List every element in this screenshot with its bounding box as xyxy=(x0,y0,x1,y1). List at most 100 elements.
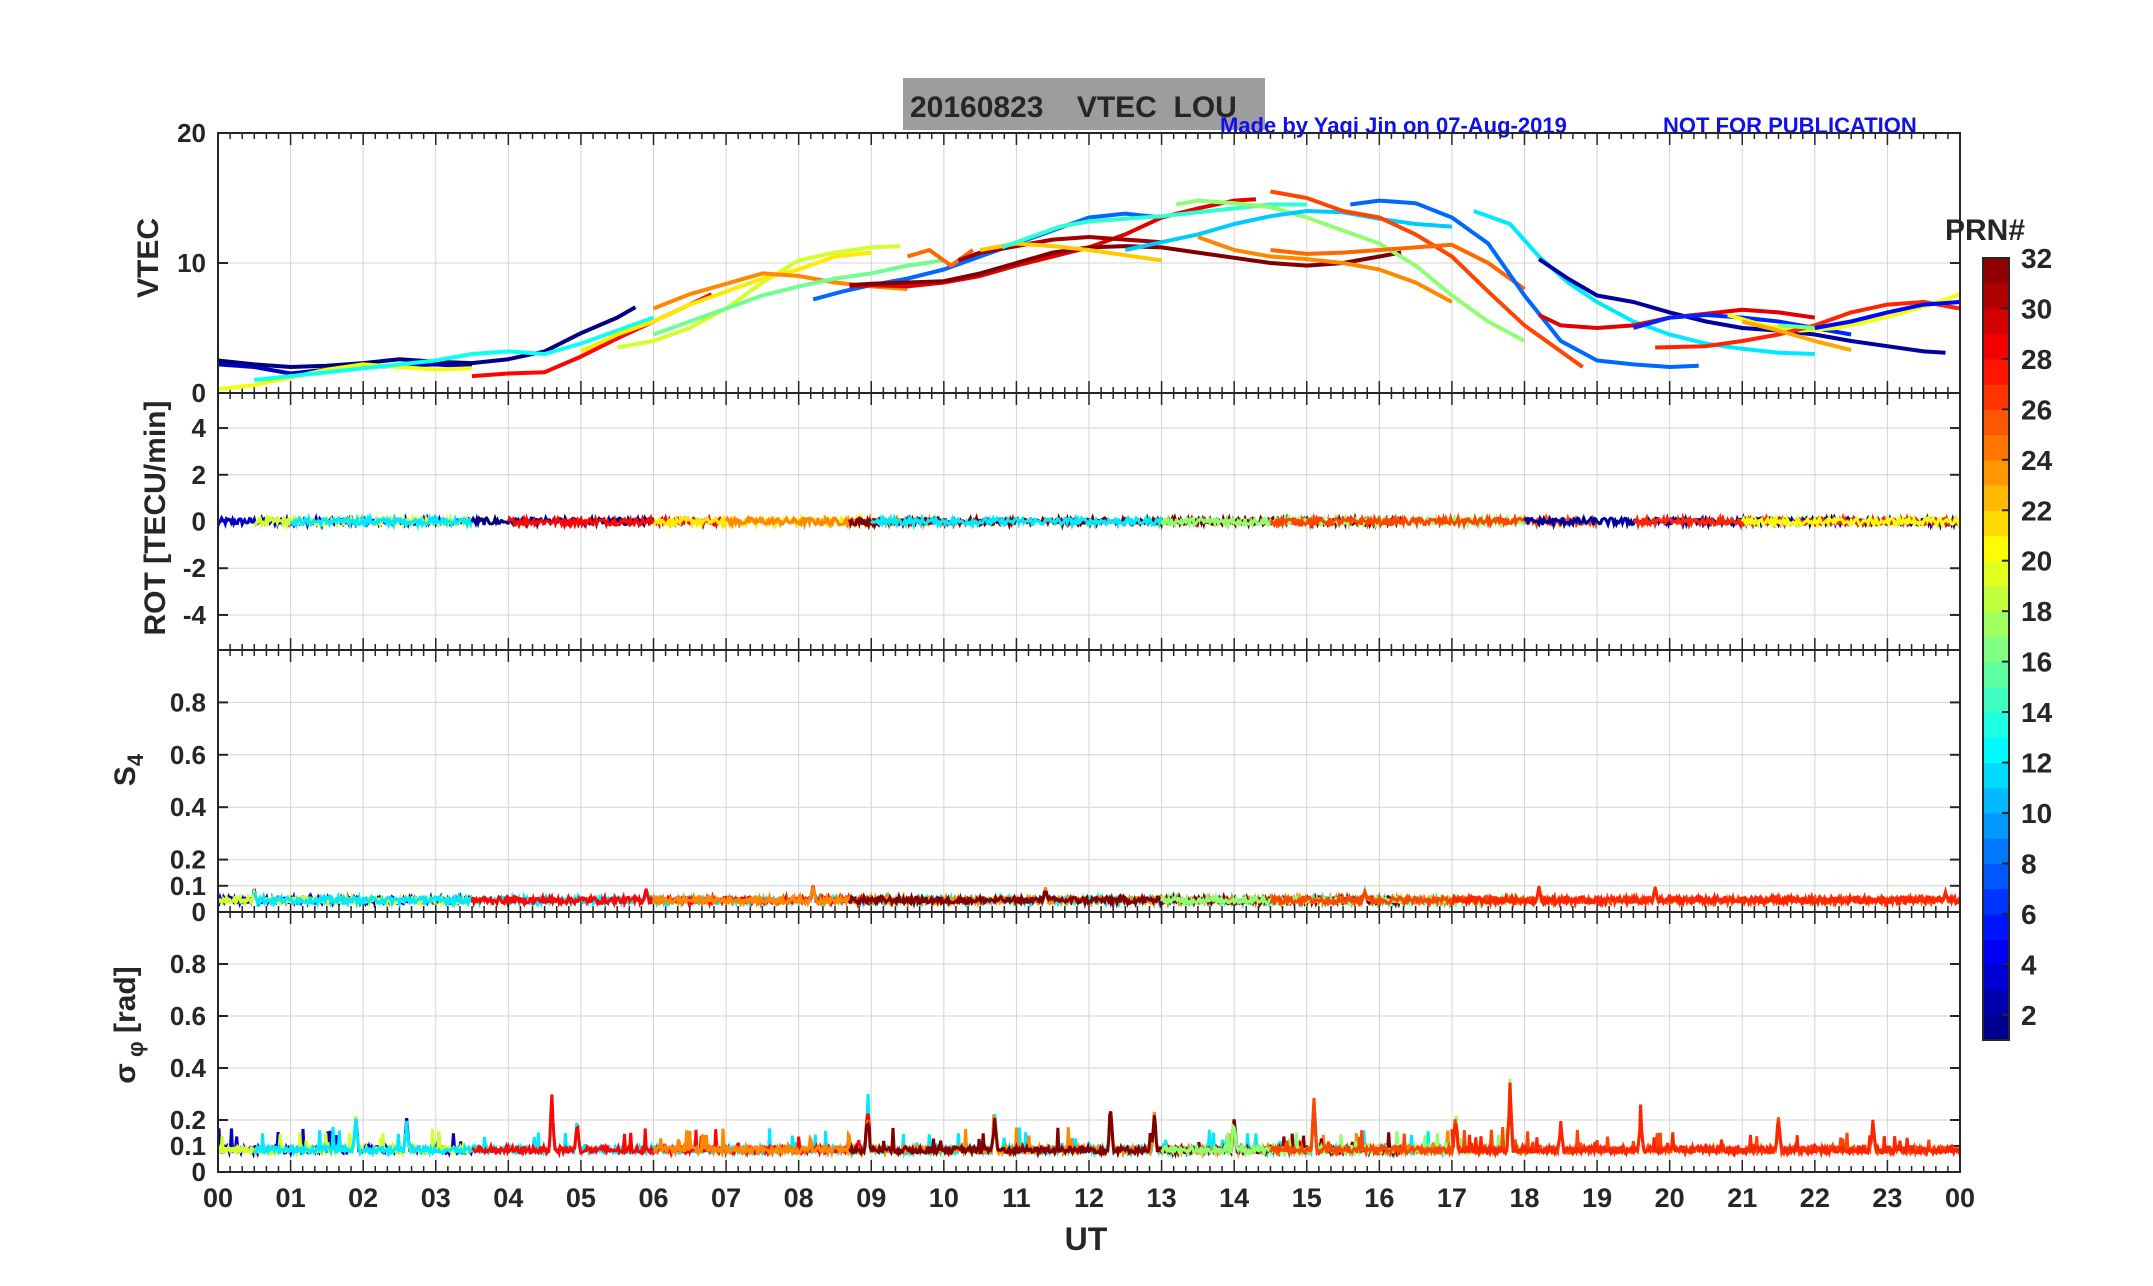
colorbar-frame xyxy=(1982,257,2010,1041)
x-tick-label: 06 xyxy=(638,1183,668,1213)
colorbar-swatch xyxy=(1983,913,2009,940)
colorbar-swatch xyxy=(1983,434,2009,461)
colorbar-swatch xyxy=(1983,762,2009,789)
vtec-series-prn-24 xyxy=(1197,235,1453,304)
y-tick-label: 0.2 xyxy=(170,1105,206,1135)
x-tick-label: 13 xyxy=(1147,1183,1177,1213)
x-tick-label: 11 xyxy=(1002,1183,1031,1213)
x-tick-label: 05 xyxy=(566,1183,596,1213)
colorbar-tick-label: 4 xyxy=(2021,949,2037,980)
colorbar-swatch xyxy=(1983,485,2009,511)
colorbar-swatch xyxy=(1983,787,2009,814)
vtec-series-prn-17 xyxy=(1175,198,1526,343)
x-tick-label: 07 xyxy=(711,1183,741,1213)
panel-frame xyxy=(217,911,1961,1173)
colorbar-swatch xyxy=(1983,812,2009,839)
rot-trace-prn-12 xyxy=(290,512,474,531)
rot-trace-prn-20 xyxy=(1740,512,1960,530)
colorbar-swatch xyxy=(1983,964,2009,991)
x-tick-label: 23 xyxy=(1872,1183,1902,1213)
colorbar-swatch xyxy=(1983,989,2009,1016)
x-tick-labels: 00 01 02 03 04 05 06 07 08 09 10 11 12 13 14 15 16 17 18 19… xyxy=(203,1183,1975,1213)
x-tick-label: 21 xyxy=(1727,1183,1757,1213)
vtec-series-prn-11 xyxy=(1124,209,1453,252)
colorbar-tick-label: 8 xyxy=(2021,848,2037,879)
colorbar-swatch xyxy=(1983,333,2009,360)
colorbar-swatch xyxy=(1983,1014,2009,1041)
y-tick-label: 0.6 xyxy=(170,740,206,770)
sigma-trace-prn-27 xyxy=(1450,1082,1960,1159)
vtec-series-prn-5 xyxy=(1814,300,1960,330)
y-tick-label: 10 xyxy=(177,248,206,278)
colorbar-tick-label: 10 xyxy=(2021,798,2052,829)
colorbar-swatch xyxy=(1983,737,2009,764)
x-tick-label: 22 xyxy=(1800,1183,1830,1213)
x-tick-label: 20 xyxy=(1655,1183,1685,1213)
vtec-series-prn-29 xyxy=(849,197,1257,289)
x-tick-label: 09 xyxy=(856,1183,886,1213)
y-tick-label: 0.4 xyxy=(170,792,207,822)
sigma-axis-title: σ φ [rad] xyxy=(109,966,148,1083)
x-tick-label: 01 xyxy=(276,1183,306,1213)
colorbar-swatch xyxy=(1983,459,2009,486)
y-tick-label: 0 xyxy=(192,378,206,408)
colorbar-swatch xyxy=(1983,535,2009,562)
colorbar-swatch xyxy=(1983,358,2009,385)
y-tick-label: -2 xyxy=(183,553,206,583)
sigma-trace-prn-26 xyxy=(1269,1097,1960,1159)
colorbar-tick-label: 6 xyxy=(2021,899,2037,930)
s4-panel: 00.10.2 0.4 0.6 0.8 xyxy=(170,649,1961,927)
y-tick-label: 2 xyxy=(192,460,206,490)
panel-content xyxy=(218,512,1960,531)
panel-content xyxy=(218,189,1960,392)
y-tick-label: 0.1 xyxy=(170,1131,206,1161)
vtec-series-prn-2 xyxy=(1537,257,1946,355)
colorbar-swatch xyxy=(1983,838,2009,865)
colorbar-tick-label: 2 xyxy=(2021,1000,2037,1031)
colorbar-tick-label: 16 xyxy=(2021,647,2052,678)
y-tick-label: 0.8 xyxy=(170,949,206,979)
y-tick-label: 0.4 xyxy=(170,1053,207,1083)
x-tick-label: 15 xyxy=(1292,1183,1322,1213)
s4-trace-prn-27 xyxy=(1451,885,1960,910)
colorbar-tick-label: 24 xyxy=(2021,445,2053,476)
vtec-series-prn-20 xyxy=(1727,292,1960,333)
sigma-phi-panel: 00.10.2 0.4 0.6 0.8 xyxy=(170,911,1961,1187)
colorbar-tick-label: 20 xyxy=(2021,546,2052,577)
credit-text: Made by Yaqi Jin on 07-Aug-2019 xyxy=(1220,113,1567,138)
y-tick-label: -4 xyxy=(183,600,207,630)
x-tick-label: 03 xyxy=(421,1183,451,1213)
x-axis-title: UT xyxy=(1065,1221,1108,1257)
rot-trace-prn-28 xyxy=(506,513,727,531)
vtec-series-prn-19 xyxy=(616,244,901,350)
colorbar-swatch xyxy=(1983,939,2009,965)
vtec-series-prn-8 xyxy=(1350,198,1699,369)
colorbar-swatch xyxy=(1983,560,2009,587)
y-tick-label: 0.6 xyxy=(170,1001,206,1031)
colorbar-tick-label: 32 xyxy=(2021,243,2052,274)
colorbar-tick-label: 14 xyxy=(2021,697,2053,728)
vtec-series-prn-13 xyxy=(254,315,655,382)
vtec-series-prn-21 xyxy=(580,250,872,354)
x-tick-label: 10 xyxy=(929,1183,959,1213)
y-tick-label: 0.8 xyxy=(170,687,206,717)
x-tick-label: 02 xyxy=(348,1183,378,1213)
y-tick-label: 0 xyxy=(192,897,206,927)
colorbar-tick-label: 22 xyxy=(2021,495,2052,526)
chart-title: 20160823 VTEC LOU xyxy=(910,91,1237,124)
rot-axis-title: ROT [TECU/min] xyxy=(139,401,172,636)
colorbar-tick-label: 26 xyxy=(2021,394,2052,425)
x-tick-label: 14 xyxy=(1219,1183,1249,1213)
vtec-series-prn-27 xyxy=(1655,300,1960,350)
colorbar-swatch xyxy=(1983,283,2009,310)
colorbar-swatch xyxy=(1983,611,2009,637)
colorbar-swatch xyxy=(1983,636,2009,663)
x-tick-label: 00 xyxy=(1945,1183,1975,1213)
x-tick-label: 12 xyxy=(1074,1183,1104,1213)
colorbar-swatch xyxy=(1983,510,2009,537)
y-tick-label: 0 xyxy=(192,507,206,537)
vtec-series-prn-31 xyxy=(957,235,1162,263)
vtec-series-prn-26 xyxy=(1270,189,1584,369)
